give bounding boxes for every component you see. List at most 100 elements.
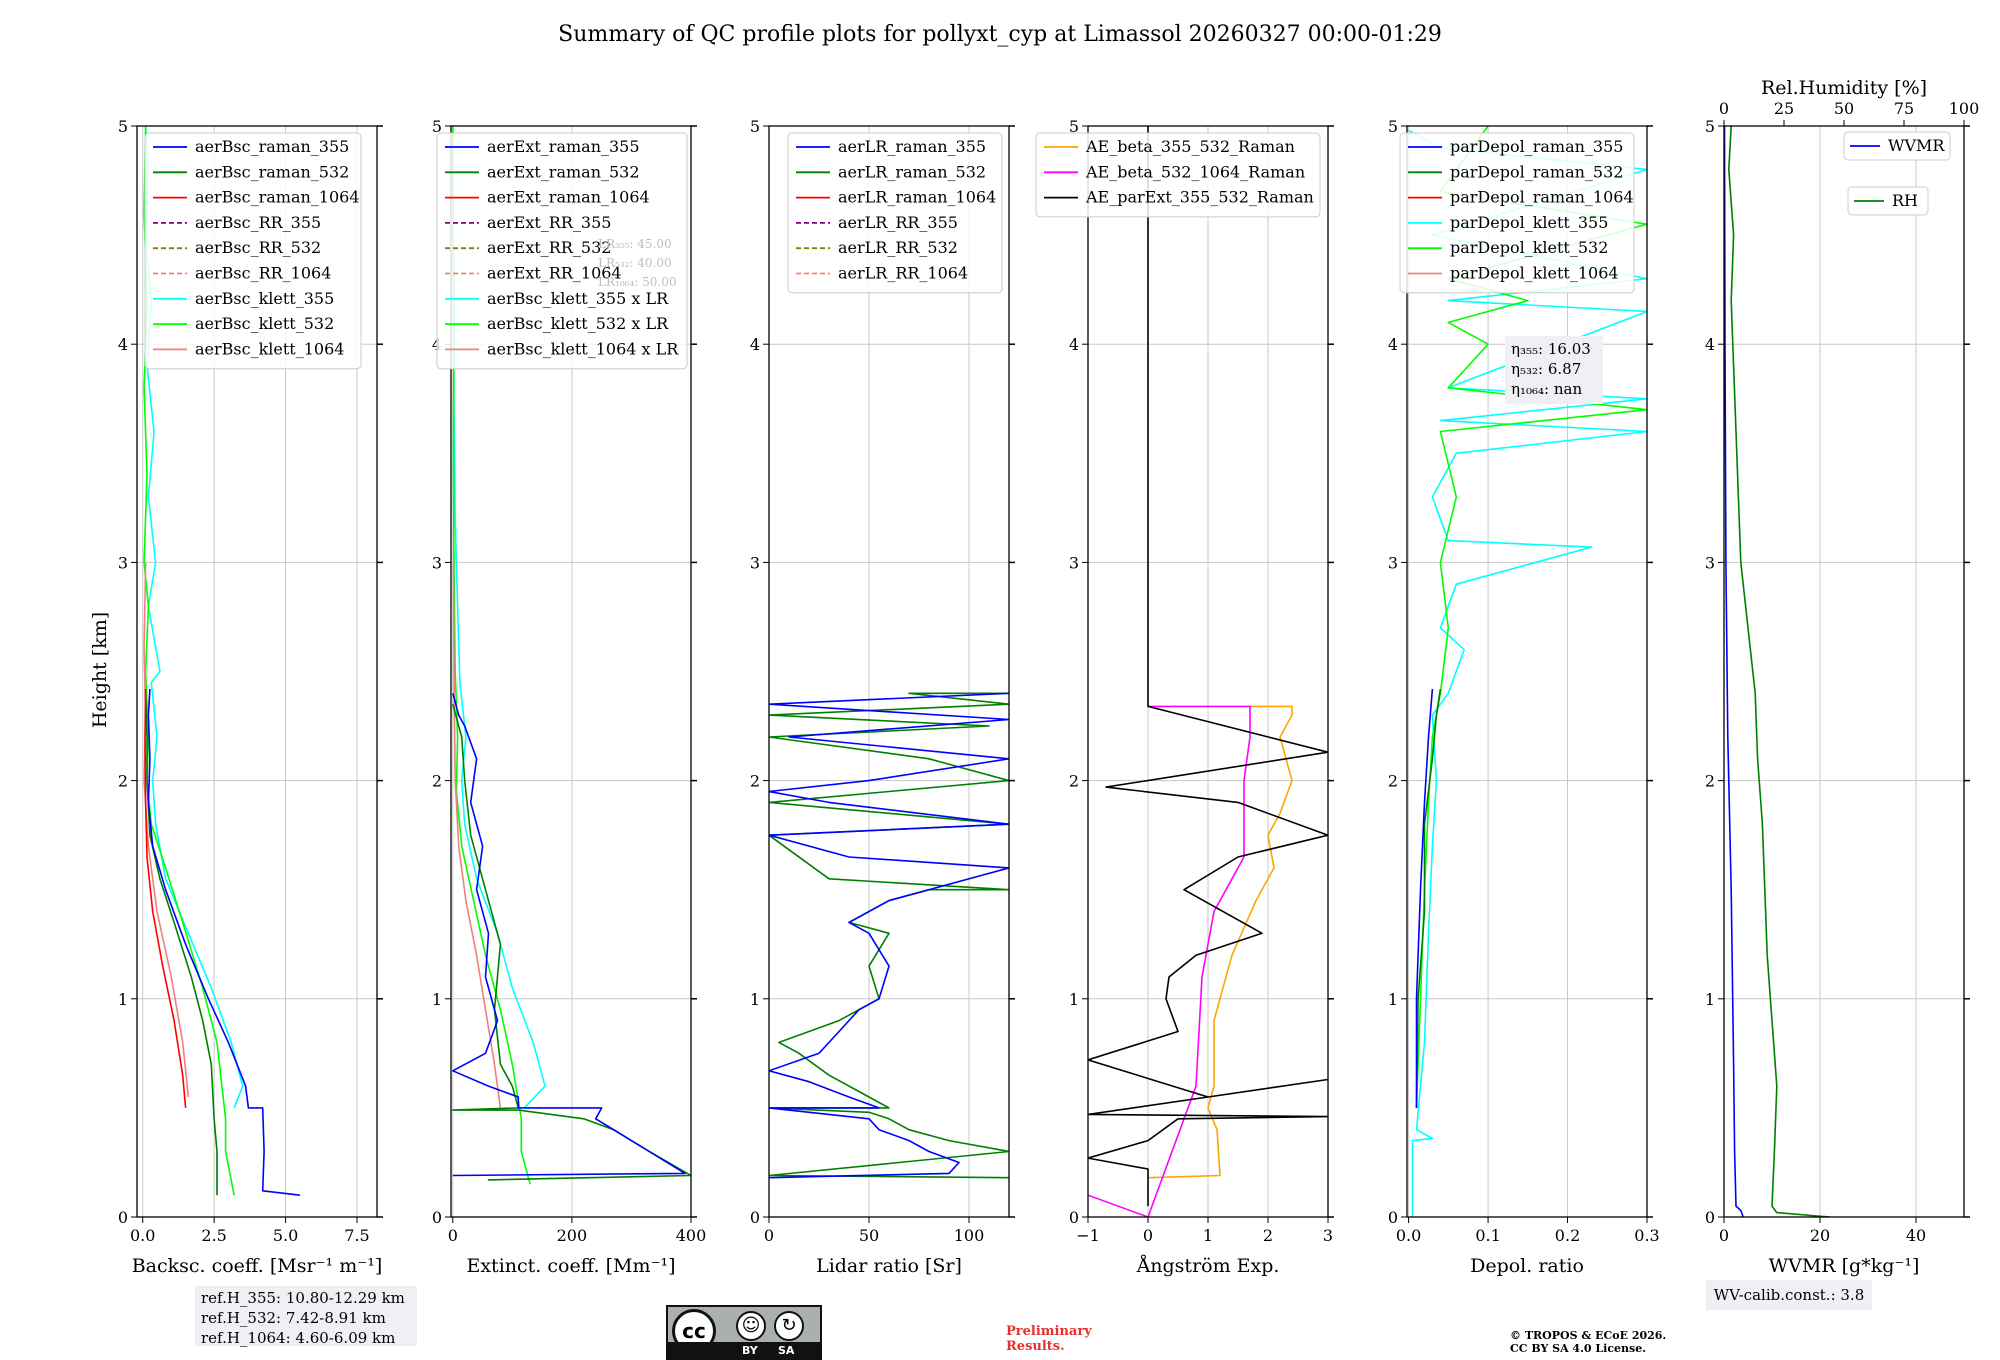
y-tick-label: 3 bbox=[1388, 553, 1398, 572]
cc-license-badge: cc ☺ ↻ BY SA bbox=[666, 1305, 822, 1360]
legend-label: aerBsc_raman_1064 bbox=[195, 188, 360, 207]
legend-label: AE_beta_355_532_Raman bbox=[1085, 137, 1295, 156]
panel-5: 0.0 0.1 0.2 0.3 0 1 2 3 4 5 Depol. ratio parDepol_r… bbox=[1388, 117, 1660, 1277]
legend: aerLR_raman_355 aerLR_raman_532 aerLR_rama… bbox=[787, 132, 1003, 294]
x-tick-label: −1 bbox=[1076, 1226, 1100, 1245]
x-tick-label: 400 bbox=[676, 1226, 707, 1245]
legend-label: parDepol_klett_532 bbox=[1450, 238, 1608, 257]
y-tick-label: 3 bbox=[432, 553, 442, 572]
panel-6: 0 20 40 0 1 2 3 4 5 WVMR [g*kg⁻¹] 0 25 50 75 100 Rel.Hu… bbox=[1705, 77, 1979, 1277]
x-tick-label: 5.0 bbox=[273, 1226, 298, 1245]
legend-label: aerLR_RR_355 bbox=[838, 213, 958, 232]
x-tick-label: 20 bbox=[1810, 1226, 1830, 1245]
legend-box bbox=[1399, 132, 1635, 294]
y-tick-label: 0 bbox=[750, 1208, 760, 1227]
y-tick-label: 2 bbox=[1069, 772, 1079, 791]
x-tick-label: 40 bbox=[1906, 1226, 1926, 1245]
x-tick-label: 0.0 bbox=[1396, 1226, 1421, 1245]
legend-box bbox=[1847, 186, 1929, 216]
y-tick-label: 1 bbox=[750, 990, 760, 1009]
lidar-ratio-label: LR₅₃₂: 40.00 bbox=[598, 256, 672, 270]
y-tick-label: 5 bbox=[750, 117, 760, 136]
series-aerLR_raman_355 bbox=[769, 692, 1009, 1179]
share-alike-icon: ↻ bbox=[774, 1311, 804, 1341]
y-tick-label: 0 bbox=[118, 1208, 128, 1227]
series-aerBsc_klett_1064 bbox=[143, 562, 190, 1098]
copyright-line-1: © TROPOS & ECoE 2026. bbox=[1510, 1329, 1667, 1342]
x-axis-label: Extinct. coeff. [Mm⁻¹] bbox=[466, 1255, 675, 1277]
legend-label: aerLR_raman_532 bbox=[838, 162, 986, 181]
legend-box bbox=[1843, 131, 1951, 161]
y-tick-label: 4 bbox=[750, 335, 760, 354]
x-tick-label: 0.1 bbox=[1475, 1226, 1500, 1245]
legend-label: aerBsc_raman_532 bbox=[195, 162, 349, 181]
series-aerExt_raman_355 bbox=[451, 693, 686, 1177]
y-tick-label: 0 bbox=[1705, 1208, 1715, 1227]
y-tick-label: 3 bbox=[118, 553, 128, 572]
legend-label: WVMR bbox=[1888, 136, 1945, 155]
series-parDepol_raman_355 bbox=[1415, 688, 1434, 1108]
legend-label: aerExt_raman_532 bbox=[487, 162, 640, 181]
legend-label: parDepol_klett_1064 bbox=[1450, 264, 1619, 283]
legend-label: aerExt_RR_1064 bbox=[487, 264, 622, 283]
ref-height-1064: ref.H_1064: 4.60-6.09 km bbox=[201, 1329, 396, 1347]
y-tick-label: 3 bbox=[1069, 553, 1079, 572]
series-RH bbox=[1728, 126, 1830, 1217]
x-axis-label: Ångström Exp. bbox=[1136, 1255, 1280, 1277]
x-tick-label: 0 bbox=[448, 1226, 458, 1245]
series-parDepol_raman_532 bbox=[1415, 688, 1442, 1108]
x2-tick-label: 0 bbox=[1719, 99, 1729, 118]
axes-frame bbox=[1723, 125, 1965, 1218]
legend-label: parDepol_raman_532 bbox=[1450, 162, 1623, 181]
y-tick-label: 1 bbox=[432, 990, 442, 1009]
x-tick-label: 7.5 bbox=[344, 1226, 369, 1245]
x-axis-label: Backsc. coeff. [Msr⁻¹ m⁻¹] bbox=[132, 1255, 383, 1277]
series-group bbox=[451, 126, 691, 1185]
legend-label: aerBsc_RR_532 bbox=[195, 238, 321, 257]
legend-box bbox=[144, 132, 362, 370]
preliminary-note: Preliminary Results. bbox=[1006, 1324, 1092, 1354]
legend-label: parDepol_raman_1064 bbox=[1450, 188, 1634, 207]
y-tick-label: 5 bbox=[1388, 117, 1398, 136]
wv-calibration-box: WV-calib.const.: 3.8 bbox=[1706, 1280, 1872, 1310]
x-tick-label: 0 bbox=[1143, 1226, 1153, 1245]
legend-label: aerExt_RR_355 bbox=[487, 213, 611, 232]
x-tick-label: 0.3 bbox=[1634, 1226, 1659, 1245]
figure-title: Summary of QC profile plots for pollyxt_… bbox=[558, 22, 1442, 47]
reference-height-box: ref.H_355: 10.80-12.29 km ref.H_532: 7.4… bbox=[195, 1286, 417, 1347]
x-tick-label: 200 bbox=[557, 1226, 588, 1245]
series-AE_parExt_355_532_Raman bbox=[1088, 126, 1328, 1207]
y-tick-label: 3 bbox=[750, 553, 760, 572]
series-group bbox=[1088, 126, 1328, 1217]
legend-label: aerExt_raman_1064 bbox=[487, 188, 650, 207]
license-sa-label: SA bbox=[778, 1344, 795, 1357]
x-tick-label: 3 bbox=[1323, 1226, 1333, 1245]
axes-frame bbox=[768, 125, 1010, 1218]
series-AE_beta_532_1064_Raman bbox=[1088, 705, 1251, 1217]
legend-label: aerLR_raman_1064 bbox=[838, 188, 996, 207]
x2-tick-label: 25 bbox=[1774, 99, 1794, 118]
axes-frame bbox=[450, 125, 692, 1218]
y-tick-label: 4 bbox=[1705, 335, 1715, 354]
x-axis-label: WVMR [g*kg⁻¹] bbox=[1769, 1255, 1920, 1277]
x-tick-label: 50 bbox=[859, 1226, 879, 1245]
legend-label: RH bbox=[1892, 191, 1918, 210]
legend-label: parDepol_klett_355 bbox=[1450, 213, 1608, 232]
legend-box bbox=[787, 132, 1003, 294]
legend-label: aerLR_RR_532 bbox=[838, 238, 958, 257]
legend-label: aerBsc_klett_355 bbox=[195, 289, 334, 308]
series-WVMR bbox=[1724, 126, 1744, 1217]
y-tick-label: 5 bbox=[1705, 117, 1715, 136]
legend-label: aerExt_RR_532 bbox=[487, 238, 611, 257]
y-tick-label: 1 bbox=[1069, 990, 1079, 1009]
y-tick-label: 5 bbox=[1069, 117, 1079, 136]
copyright-line-2: CC BY SA 4.0 License. bbox=[1510, 1342, 1647, 1355]
y-tick-label: 4 bbox=[118, 335, 128, 354]
x-tick-label: 0 bbox=[764, 1226, 774, 1245]
legend-label: aerBsc_raman_355 bbox=[195, 137, 349, 156]
y-tick-label: 5 bbox=[118, 117, 128, 136]
legend-label: aerBsc_klett_355 x LR bbox=[487, 289, 669, 308]
legend-box bbox=[1035, 132, 1321, 218]
